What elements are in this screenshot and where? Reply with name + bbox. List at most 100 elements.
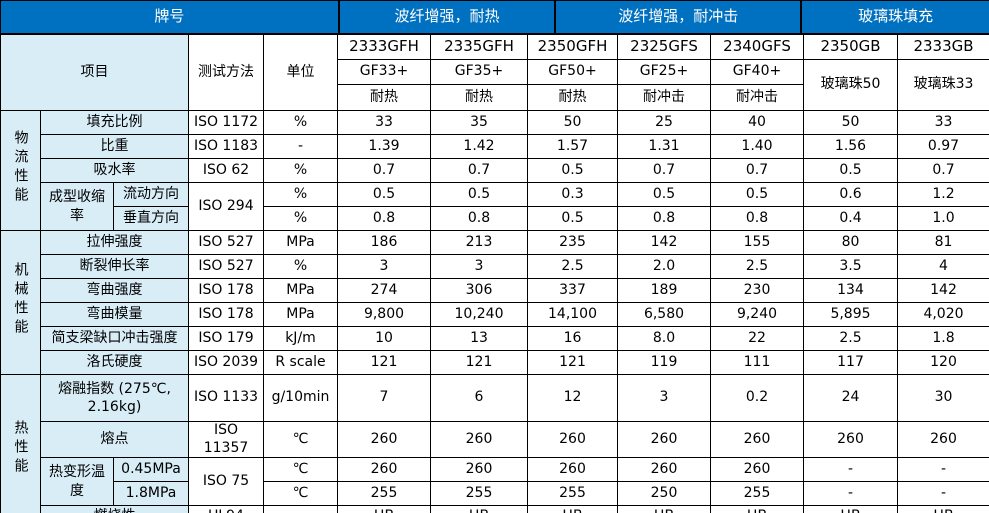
value-cell: 0.7	[897, 158, 989, 183]
method-cell: ISO 178	[188, 278, 264, 303]
value-cell: 337	[527, 278, 618, 303]
product-desc: 耐热	[430, 84, 528, 111]
value-cell: 260	[803, 421, 898, 458]
product-desc: GF40+	[710, 59, 804, 85]
value-cell: 3	[430, 254, 528, 279]
value-cell: 30	[897, 374, 989, 422]
value-cell: 1.31	[617, 134, 711, 159]
value-cell: 0.3	[527, 182, 618, 207]
value-cell: 10,240	[430, 302, 528, 327]
product-code: 2350GFH	[527, 33, 618, 60]
value-cell: 33	[897, 110, 989, 135]
value-cell: 3	[337, 254, 431, 279]
value-cell: 5,895	[803, 302, 898, 327]
value-cell: 260	[430, 421, 528, 458]
method-cell: ISO 178	[188, 302, 264, 327]
row-sublabel: 0.45MPa	[113, 457, 189, 482]
value-cell: 260	[527, 457, 618, 482]
unit-cell: MPa	[263, 230, 338, 255]
value-cell: 24	[803, 374, 898, 422]
value-cell: 255	[527, 481, 618, 506]
value-cell: -	[803, 481, 898, 506]
value-cell: 255	[710, 481, 804, 506]
row-label: 熔点	[40, 421, 189, 458]
method-cell: ISO 1183	[188, 134, 264, 159]
product-code: 2325GFS	[617, 33, 711, 60]
value-cell: 260	[527, 421, 618, 458]
value-cell: 80	[803, 230, 898, 255]
value-cell: 10	[337, 326, 431, 351]
value-cell: 2.0	[617, 254, 711, 279]
value-cell: 121	[337, 350, 431, 375]
value-cell: 235	[527, 230, 618, 255]
value-cell: 1.42	[430, 134, 528, 159]
value-cell: HB	[710, 505, 804, 513]
unit-cell: %	[263, 110, 338, 135]
value-cell: 2.5	[527, 254, 618, 279]
value-cell: HB	[430, 505, 528, 513]
value-cell: 1.2	[897, 182, 989, 207]
value-cell: 306	[430, 278, 528, 303]
value-cell: -	[897, 457, 989, 482]
value-cell: 12	[527, 374, 618, 422]
value-cell: 33	[337, 110, 431, 135]
value-cell: 4,020	[897, 302, 989, 327]
group-header-glassbead: 玻璃珠填充	[800, 1, 989, 32]
value-cell: 25	[617, 110, 711, 135]
value-cell: 260	[710, 421, 804, 458]
value-cell: 142	[897, 278, 989, 303]
value-cell: 0.8	[617, 206, 711, 231]
value-cell: HB	[803, 505, 898, 513]
value-cell: 22	[710, 326, 804, 351]
product-desc: 耐冲击	[710, 84, 804, 111]
method-cell: ISO 2039	[188, 350, 264, 375]
product-code: 2335GFH	[430, 33, 528, 60]
value-cell: HB	[527, 505, 618, 513]
method-cell: ISO 527	[188, 230, 264, 255]
value-cell: 0.2	[710, 374, 804, 422]
row-label: 断裂伸长率	[40, 254, 189, 279]
row-label: 成型收缩率	[40, 182, 114, 231]
value-cell: 189	[617, 278, 711, 303]
value-cell: 134	[803, 278, 898, 303]
value-cell: 1.0	[897, 206, 989, 231]
value-cell: 6,580	[617, 302, 711, 327]
value-cell: 0.5	[803, 158, 898, 183]
value-cell: 260	[617, 421, 711, 458]
section-label-mechanical: 机械性能	[0, 230, 41, 375]
value-cell: 4	[897, 254, 989, 279]
value-cell: 0.8	[337, 206, 431, 231]
product-desc: GF35+	[430, 59, 528, 85]
value-cell: 1.40	[710, 134, 804, 159]
product-desc: 耐热	[337, 84, 431, 111]
product-code: 2340GFS	[710, 33, 804, 60]
group-header-gf-impact: 波纤增强，耐冲击	[554, 1, 801, 32]
value-cell: 0.6	[803, 182, 898, 207]
unit-cell: %	[263, 206, 338, 231]
value-cell: 1.57	[527, 134, 618, 159]
value-cell: 14,100	[527, 302, 618, 327]
value-cell: 260	[617, 457, 711, 482]
value-cell: 3.5	[803, 254, 898, 279]
row-label: 拉伸强度	[40, 230, 189, 255]
product-desc: 耐热	[527, 84, 618, 111]
row-label: 比重	[40, 134, 189, 159]
value-cell: 2.5	[710, 254, 804, 279]
value-cell: 121	[527, 350, 618, 375]
value-cell: 0.5	[710, 182, 804, 207]
value-cell: 2.5	[803, 326, 898, 351]
value-cell: 0.5	[430, 182, 528, 207]
value-cell: 186	[337, 230, 431, 255]
product-code: 2350GB	[803, 33, 898, 60]
row-label: 弯曲模量	[40, 302, 189, 327]
value-cell: 0.8	[430, 206, 528, 231]
value-cell: 9,240	[710, 302, 804, 327]
value-cell: 119	[617, 350, 711, 375]
value-cell: 120	[897, 350, 989, 375]
value-cell: 0.5	[527, 158, 618, 183]
value-cell: 260	[430, 457, 528, 482]
value-cell: 7	[337, 374, 431, 422]
value-cell: 213	[430, 230, 528, 255]
value-cell: 50	[527, 110, 618, 135]
